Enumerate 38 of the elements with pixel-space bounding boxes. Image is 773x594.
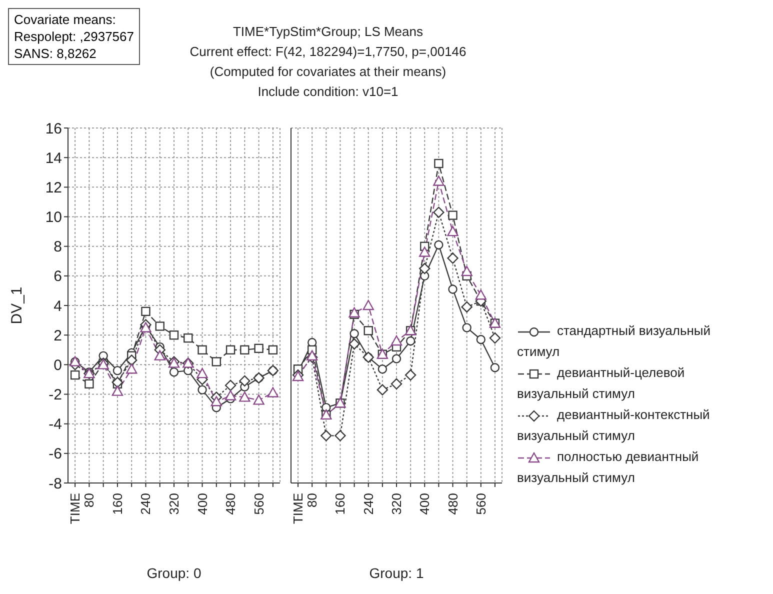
x-tick-label: 80 bbox=[304, 493, 320, 508]
text: Current effect: F(42, 182294)=1,7750, p=,00146 bbox=[188, 43, 468, 61]
x-axis-title: Group: 1 bbox=[369, 565, 424, 581]
x-tick-label: TIME bbox=[68, 492, 83, 524]
x-tick-label: 320 bbox=[389, 493, 404, 515]
x-tick-label: 240 bbox=[360, 493, 376, 515]
x-tick-label: 480 bbox=[223, 493, 238, 515]
y-tick-label: 2 bbox=[54, 327, 62, 344]
x-tick-label: 480 bbox=[445, 493, 460, 515]
y-tick-label: 4 bbox=[54, 298, 62, 315]
y-tick-label: 12 bbox=[45, 179, 62, 196]
y-axis-title: DV_1 bbox=[8, 286, 26, 324]
x-tick-label: 400 bbox=[417, 493, 432, 515]
text: TIME*TypStim*Group; LS Means bbox=[232, 23, 424, 41]
x-tick-label: 160 bbox=[110, 493, 125, 515]
y-tick-label: 10 bbox=[45, 209, 62, 226]
x-axis-title: Group: 0 bbox=[146, 565, 202, 581]
x-tick-label: 80 bbox=[82, 493, 97, 508]
text: Include condition: v10=1 bbox=[256, 83, 400, 101]
y-tick-label: 0 bbox=[54, 356, 62, 374]
y-tick-label: -8 bbox=[48, 475, 62, 492]
x-tick-label: 560 bbox=[473, 493, 488, 515]
y-tick-label: -6 bbox=[48, 446, 62, 463]
x-tick-label: 560 bbox=[251, 493, 266, 515]
y-tick-label: 16 bbox=[45, 120, 62, 138]
text: Covariate means: Respolept: ,2937567 SANS: 8,8262 bbox=[8, 8, 140, 65]
x-tick-label: 320 bbox=[166, 493, 182, 515]
x-tick-label: 240 bbox=[138, 493, 154, 515]
text: (Computed for covariates at their means) bbox=[208, 63, 448, 81]
x-tick-label: 400 bbox=[194, 493, 210, 515]
y-tick-label: 6 bbox=[54, 268, 62, 286]
y-tick-label: -4 bbox=[48, 416, 62, 434]
x-tick-label: TIME bbox=[290, 492, 306, 524]
y-tick-label: -2 bbox=[48, 386, 62, 404]
x-tick-label: 160 bbox=[332, 493, 348, 515]
y-tick-label: 8 bbox=[54, 238, 62, 256]
legend-label: полностью девиантный визуальный стимул bbox=[517, 449, 699, 485]
y-tick-label: 14 bbox=[45, 150, 62, 167]
